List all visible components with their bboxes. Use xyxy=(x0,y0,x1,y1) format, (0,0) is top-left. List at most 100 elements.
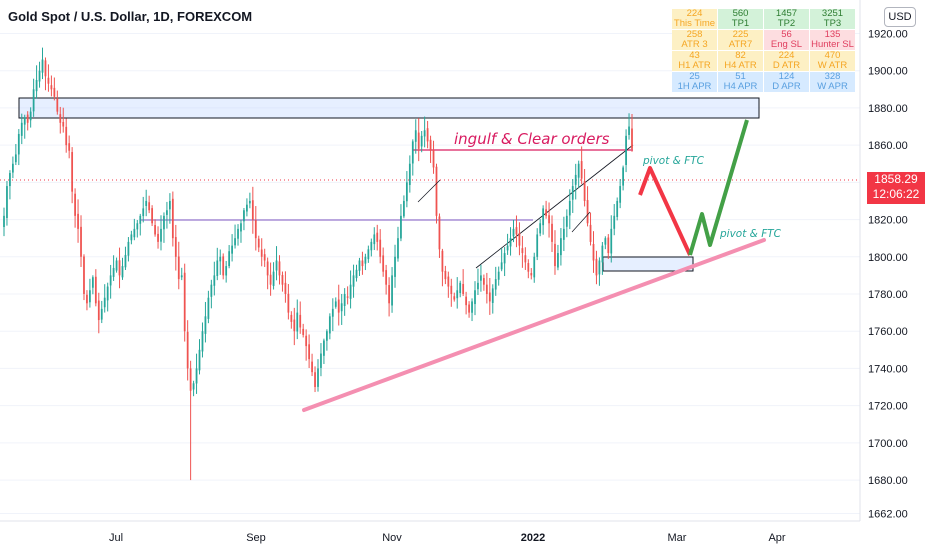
currency-button[interactable]: USD xyxy=(884,7,916,27)
candle-body xyxy=(494,279,497,290)
info-cell-value: 56 xyxy=(781,29,792,40)
candle-body xyxy=(589,224,592,242)
candle-body xyxy=(388,285,390,304)
candle-body xyxy=(246,204,248,212)
candle-body xyxy=(485,284,488,294)
bar-countdown: 12:06:22 xyxy=(872,187,920,201)
candle-body xyxy=(284,282,287,294)
candle-body xyxy=(186,331,189,369)
candle-body xyxy=(518,233,521,246)
small-trend-line-2[interactable] xyxy=(571,211,591,233)
candle-body xyxy=(394,256,396,277)
small-trend-line-1[interactable] xyxy=(417,179,441,203)
candle-body xyxy=(631,128,633,149)
candle-body xyxy=(536,234,539,257)
candle-body xyxy=(408,163,411,185)
candle-body xyxy=(482,278,485,285)
candle-body xyxy=(210,284,213,297)
candle-body xyxy=(154,225,156,235)
price-tick-label: 1662.00 xyxy=(868,509,908,521)
candle-body xyxy=(328,316,331,334)
candle-body xyxy=(296,312,299,332)
candle-body xyxy=(97,300,100,321)
candle-body xyxy=(320,353,322,368)
candle-body xyxy=(462,283,465,294)
candle-body xyxy=(248,200,251,204)
candle-body xyxy=(219,256,222,262)
info-cell-label: Hunter SL xyxy=(811,39,854,50)
candle-body xyxy=(74,193,76,216)
candle-body xyxy=(405,182,408,202)
info-table-cell: 124 D APR xyxy=(764,72,809,92)
candle-body xyxy=(6,186,8,218)
info-cell-label: D ATR xyxy=(772,60,801,71)
info-cell-value: 1457 xyxy=(775,8,798,19)
channel-line-top[interactable] xyxy=(475,144,634,269)
candle-body xyxy=(574,174,577,185)
info-table-cell: 51 H4 APR xyxy=(718,72,763,92)
candle-body xyxy=(432,150,435,168)
info-table-cell: 56 Eng SL xyxy=(764,30,809,50)
candle-body xyxy=(628,126,630,135)
candle-body xyxy=(616,200,619,217)
info-cell-label: H1 ATR xyxy=(678,60,711,71)
info-table: 224 This Time 560 TP1 1457 TP2 3251 TP3 258 ATR 3… xyxy=(672,9,855,92)
price-tick-label: 1720.00 xyxy=(868,401,908,413)
candle-body xyxy=(180,275,183,278)
candle-body xyxy=(444,270,447,280)
candle-body xyxy=(417,132,420,149)
candle-body xyxy=(317,368,319,387)
candle-body xyxy=(503,253,506,264)
candle-body xyxy=(376,232,379,242)
candle-body xyxy=(325,331,328,341)
candle-body xyxy=(571,186,574,200)
candle-body xyxy=(382,255,385,272)
candle-body xyxy=(263,254,266,261)
candle-body xyxy=(530,273,533,276)
projection-path-red[interactable] xyxy=(638,166,692,256)
info-table-cell: 224 D ATR xyxy=(764,51,809,71)
candle-body xyxy=(231,245,233,254)
candle-body xyxy=(583,181,586,201)
candle-body xyxy=(414,130,417,142)
symbol-title[interactable]: Gold Spot / U.S. Dollar, 1D, FOREXCOM xyxy=(8,9,253,24)
candle-body xyxy=(26,114,29,123)
info-table-cell: 328 W APR xyxy=(810,72,855,92)
candle-body xyxy=(349,284,352,299)
info-cell-label: D APR xyxy=(772,81,801,92)
info-cell-label: ATR 3 xyxy=(681,39,708,50)
info-table-cell: 258 ATR 3 xyxy=(672,30,717,50)
pivot-ftc-annotation-1: pivot & FTC xyxy=(642,155,705,167)
candle-body xyxy=(554,243,556,267)
candle-body xyxy=(56,98,59,112)
candle-body xyxy=(124,254,127,268)
candle-body xyxy=(68,143,71,151)
candle-body xyxy=(314,372,316,388)
candle-body xyxy=(331,308,334,317)
candle-body xyxy=(551,223,553,242)
candle-body xyxy=(44,60,47,77)
info-cell-value: 225 xyxy=(732,29,749,40)
projection-path-green[interactable] xyxy=(688,119,749,256)
candle-body xyxy=(367,249,370,260)
candle-body xyxy=(607,237,610,254)
candles xyxy=(3,47,633,481)
info-table-cell: 82 H4 ATR xyxy=(718,51,763,71)
price-tick-label: 1700.00 xyxy=(868,438,908,450)
candle-body xyxy=(423,130,426,137)
candle-body xyxy=(112,267,115,277)
support-trend-line[interactable] xyxy=(302,238,766,412)
candle-body xyxy=(355,269,358,279)
candle-body xyxy=(163,215,165,230)
candle-body xyxy=(595,258,598,276)
candle-body xyxy=(62,121,65,127)
candle-body xyxy=(562,228,565,240)
candle-body xyxy=(299,314,302,328)
candle-body xyxy=(11,163,14,173)
candle-body xyxy=(275,260,278,271)
resistance-zone-box[interactable] xyxy=(18,97,760,119)
demand-zone-box[interactable] xyxy=(602,256,694,272)
candle-body xyxy=(560,238,562,256)
candle-body xyxy=(53,87,56,97)
